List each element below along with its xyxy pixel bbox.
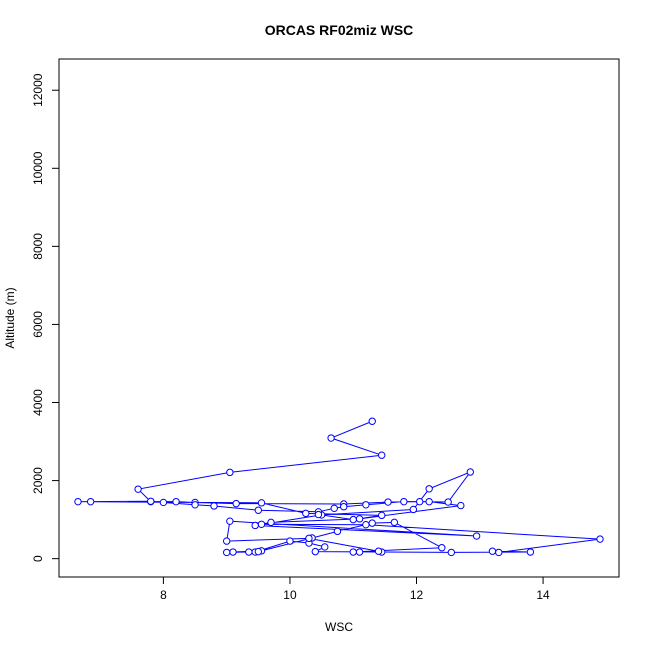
data-point [488,547,497,555]
data-point [457,501,465,510]
y-tick-label: 8000 [31,233,45,260]
y-tick-label: 10000 [31,151,45,185]
data-point [305,534,313,543]
y-tick-label: 12000 [31,73,45,107]
data-point [368,519,376,527]
y-axis: 0 2000 4000 6000 8000 10000 12000 [31,73,60,562]
y-tick-label: 4000 [31,389,45,416]
data-point [254,506,263,514]
data-point [191,501,199,509]
series-layer [74,417,604,557]
data-point [425,497,433,506]
data-point [86,497,95,506]
data-point [368,417,376,425]
data-point [526,548,535,556]
data-point [311,547,319,556]
data-point [314,510,323,519]
data-point [267,518,275,527]
data-point [472,532,481,540]
data-point [415,497,424,506]
data-point [378,451,386,459]
data-point [251,521,259,530]
data-point [134,485,142,493]
data-point [447,548,456,557]
data-point [147,497,155,505]
data-point [362,501,370,509]
chart-title: ORCAS RF02miz WSC [265,22,414,38]
data-point [327,434,335,442]
data-point [390,518,399,527]
data-point [159,498,168,507]
data-point [222,548,231,557]
data-point [495,548,503,557]
data-point [229,548,237,556]
data-point [254,547,263,556]
data-point [349,515,357,524]
x-axis-label: WSC [325,620,353,634]
data-point [355,515,364,523]
data-point [596,535,604,543]
data-point [409,505,418,514]
data-point [374,547,383,555]
x-tick-label: 10 [283,588,297,602]
data-point [245,548,253,556]
data-point [232,499,240,508]
data-point [257,499,266,507]
data-point [74,497,82,506]
x-tick-label: 8 [160,588,167,602]
data-point [302,509,310,518]
y-tick-label: 2000 [31,467,45,494]
x-tick-label: 14 [536,588,550,602]
data-point [444,498,452,506]
y-tick-label: 6000 [31,311,45,338]
data-point [226,468,234,477]
data-point [362,520,370,529]
data-point [349,548,357,556]
x-tick-label: 12 [410,588,424,602]
data-point [355,548,364,556]
data-point [333,527,342,536]
data-point [172,497,180,506]
data-point [222,537,231,545]
data-point [384,498,392,506]
data-point [438,544,446,552]
data-point [340,503,348,511]
data-point [378,511,386,520]
data-point [425,485,433,493]
data-point [400,497,408,506]
y-axis-label: Altitude (m) [3,287,17,348]
data-point [321,543,329,551]
data-point [226,517,234,525]
data-point [257,520,266,529]
data-point [210,502,218,510]
y-tick-label: 0 [31,555,45,562]
x-axis: 8 10 12 14 [160,576,550,602]
data-point [330,504,338,512]
data-point [286,537,294,545]
data-point [466,468,474,476]
